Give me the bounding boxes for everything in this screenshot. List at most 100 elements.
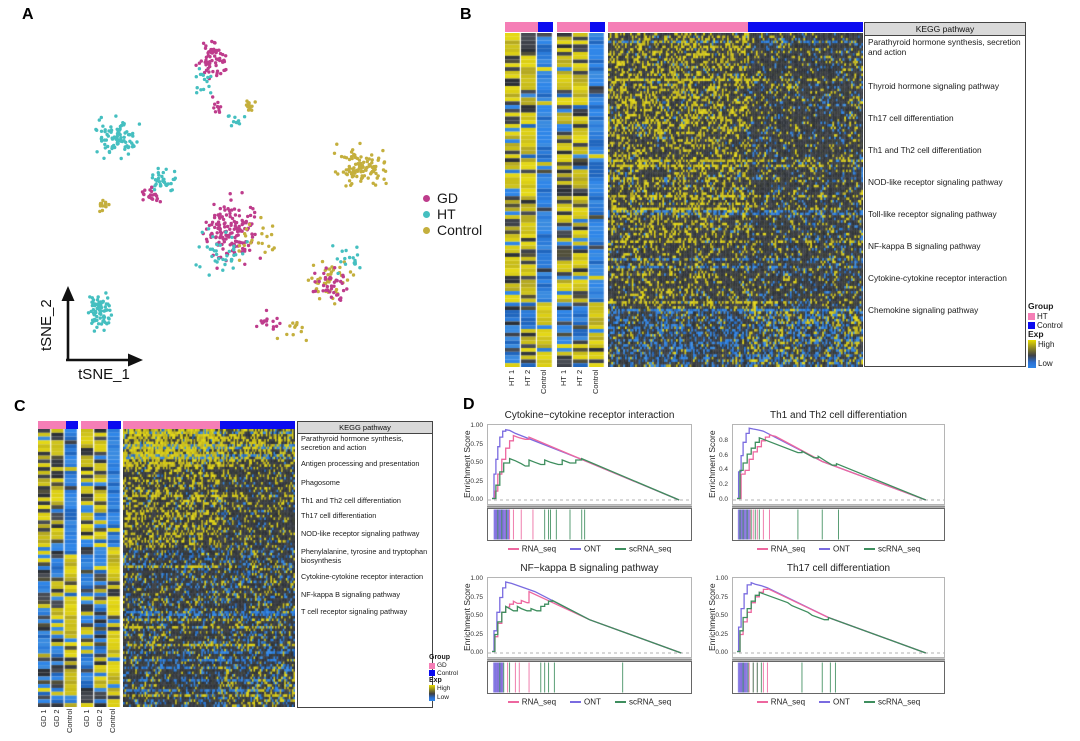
- gsea-y-tick: 0.50: [470, 612, 483, 619]
- gsea-y-tick: 0.2: [718, 481, 728, 489]
- gsea-y-tick: 0.8: [718, 436, 728, 444]
- gsea-y-tick: 0.75: [715, 593, 728, 601]
- group-annotation-control: [590, 22, 605, 32]
- ont-dash-icon: [570, 547, 582, 550]
- legend-item: Control: [429, 670, 458, 677]
- gsea-y-tick: 1.00: [470, 422, 483, 429]
- bulk-heatmap-block: [557, 33, 605, 367]
- legend-item-gd: GD: [423, 190, 482, 206]
- legend-label: ONT: [833, 544, 850, 554]
- gsea-legend: RNA_seq ONT scRNA_seq: [487, 697, 692, 706]
- gsea-y-tick: 0.75: [470, 593, 483, 601]
- pathway-label: NF-kappa B signaling pathway: [301, 590, 400, 599]
- ht-dot-icon: [423, 210, 430, 218]
- tsne-y-axis-label: tSNE_2: [38, 299, 55, 351]
- group-annotation-control: [108, 421, 121, 429]
- column-label: Control: [65, 709, 74, 734]
- column-label: Control: [108, 709, 117, 734]
- legend-item: HT: [1028, 312, 1063, 321]
- group-annotation-ht: [505, 22, 538, 32]
- column-label: HT 1: [559, 370, 568, 387]
- gsea-title: Cytokine−cytokine receptor interaction: [504, 410, 675, 421]
- legend-label: HT: [437, 206, 456, 222]
- gsea-y-tick: 0.0: [718, 496, 728, 503]
- panel-c-label: C: [14, 398, 26, 415]
- pathway-label: Th17 cell differentiation: [868, 113, 954, 123]
- gsea-title: Th17 cell differentiation: [786, 563, 891, 574]
- legend-label: RNA_seq: [770, 697, 806, 707]
- gsea-legend: RNA_seq ONT scRNA_seq: [732, 697, 945, 706]
- legend-item: scRNA_seq: [614, 697, 672, 707]
- expression-gradient-icon: [1028, 339, 1036, 368]
- tsne-x-arrowhead-icon: [128, 353, 143, 367]
- column-label: HT 2: [575, 370, 584, 387]
- gsea-y-tick: 0.50: [715, 612, 728, 619]
- bulk-heatmap-block: [505, 33, 553, 367]
- legend-label: GD: [437, 190, 458, 206]
- group-annotation-ht: [557, 22, 590, 32]
- control-swatch-icon: [429, 670, 435, 677]
- expression-scale: High Low: [1028, 339, 1063, 368]
- column-label: GD 1: [82, 709, 91, 727]
- tsne-scatter-plot: [61, 39, 388, 367]
- pathway-label: NOD-like receptor signaling pathway: [868, 177, 1003, 187]
- column-label: GD 2: [95, 709, 104, 727]
- heatmap-legend: Group GD Control Exp High Low: [429, 654, 458, 702]
- legend-label: RNA_seq: [521, 697, 557, 707]
- legend-label: Control: [1037, 320, 1063, 330]
- high-label: High: [437, 685, 451, 693]
- kegg-panel-header: KEGG pathway: [865, 23, 1025, 36]
- panel-d-label: D: [463, 396, 475, 413]
- kegg-panel-header: KEGG pathway: [298, 422, 432, 434]
- expression-scale: High Low: [429, 685, 458, 702]
- column-label: Control: [539, 370, 548, 395]
- gsea-y-tick: 0.50: [470, 459, 483, 466]
- control-dot-icon: [423, 226, 430, 234]
- gd-swatch-icon: [429, 662, 435, 669]
- ont-dash-icon: [570, 700, 582, 703]
- legend-label: scRNA_seq: [628, 544, 672, 554]
- gsea-y-tick: 0.25: [715, 630, 728, 638]
- group-annotation-control: [748, 22, 863, 32]
- heatmap-legend: Group HT Control Exp High Low: [1028, 301, 1063, 368]
- pathway-label: Phenylalanine, tyrosine and tryptophan b…: [301, 547, 428, 565]
- legend-item: ONT: [819, 697, 850, 706]
- legend-item: Control: [1028, 321, 1063, 330]
- legend-item: RNA_seq: [756, 697, 806, 707]
- group-annotation-gd: [38, 421, 66, 429]
- group-annotation-control: [66, 421, 78, 429]
- legend-label: Control: [437, 669, 458, 677]
- gsea-plot: [487, 577, 692, 694]
- gsea-y-tick: 0.00: [470, 649, 483, 656]
- pathway-label: Thyroid hormone signaling pathway: [868, 81, 999, 91]
- kegg-pathway-panel: KEGG pathway Parathyroid hormone synthes…: [297, 421, 433, 708]
- gsea-y-tick: 1.00: [715, 575, 728, 582]
- pathway-label: Toll-like receptor signaling pathway: [868, 209, 997, 219]
- group-annotation-gd: [81, 421, 108, 429]
- legend-item: scRNA_seq: [614, 544, 672, 554]
- pathway-label: Th1 and Th2 cell differentiation: [301, 496, 401, 505]
- legend-item: scRNA_seq: [863, 544, 920, 553]
- rna-seq-dash-icon: [756, 547, 768, 550]
- group-annotation-control: [538, 22, 553, 32]
- group-annotation-gd: [123, 421, 220, 429]
- scrna-seq-dash-icon: [863, 700, 875, 703]
- pathway-label: Parathyroid hormone synthesis, secretion…: [301, 434, 404, 452]
- legend-item-ht: HT: [423, 206, 482, 222]
- legend-label: ONT: [833, 697, 850, 707]
- panel-b-label: B: [460, 6, 472, 23]
- ont-dash-icon: [819, 700, 831, 703]
- gsea-title: NF−kappa B signaling pathway: [520, 563, 659, 574]
- legend-item: RNA_seq: [507, 697, 557, 707]
- legend-label: scRNA_seq: [628, 697, 672, 707]
- gsea-y-tick: 0.6: [718, 451, 728, 459]
- gsea-y-tick: 0.00: [470, 496, 483, 503]
- legend-item: RNA_seq: [756, 544, 805, 553]
- column-label: Control: [591, 370, 600, 395]
- scrna-seq-dash-icon: [614, 547, 626, 550]
- legend-item: GD: [429, 662, 458, 669]
- expression-gradient-icon: [429, 685, 435, 702]
- legend-label: RNA_seq: [521, 544, 557, 554]
- kegg-pathway-panel: KEGG pathway Parathyroid hormone synthes…: [864, 22, 1026, 367]
- pathway-label: Antigen processing and presentation: [301, 459, 420, 468]
